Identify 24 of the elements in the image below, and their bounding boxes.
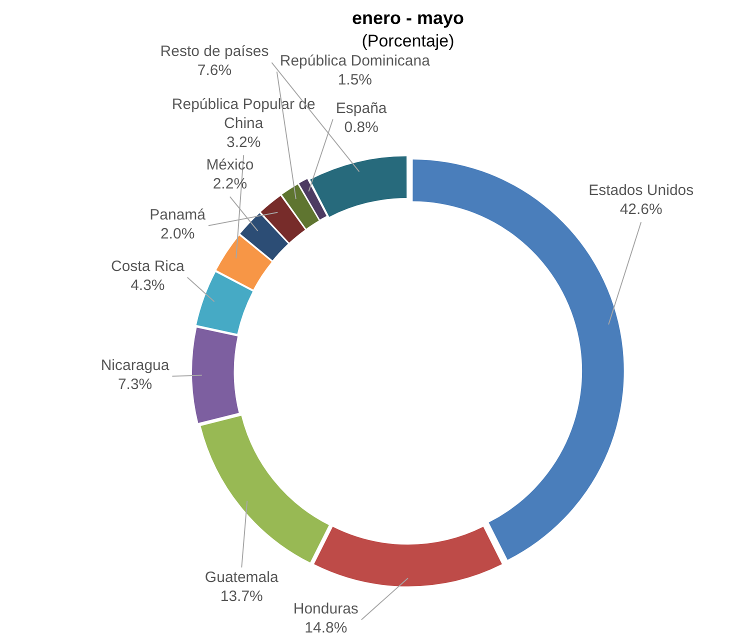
slice-label: Nicaragua [100,356,170,374]
slice-label: Honduras [293,600,358,618]
chart-title: enero - mayo [352,8,464,28]
data-label: 13.7% [220,588,263,606]
data-label: 2.0% [160,225,195,242]
slice-label: Resto de países [160,43,269,60]
data-label: 4.3% [130,276,165,294]
slice-label: España [336,100,388,117]
data-label: 1.5% [338,71,372,88]
slice-label: República Popular de China [172,96,316,132]
data-label: 2.2% [212,175,248,192]
slice-label: Estados Unidos [588,182,694,199]
slice-label: Guatemala [204,569,279,586]
chart-subtitle: (Porcentaje) [362,31,454,50]
data-label: 0.8% [344,118,378,136]
slice-label: República Dominicana [280,52,431,70]
data-label: 42.6% [620,200,662,218]
data-label: 14.8% [304,619,348,636]
data-label: 3.2% [226,134,261,151]
data-label: 7.6% [197,62,232,80]
data-label: 7.3% [118,376,152,393]
slice-label: Costa Rica [110,258,186,275]
slice-label: México [206,156,254,174]
slice-label: Panamá [150,206,206,224]
